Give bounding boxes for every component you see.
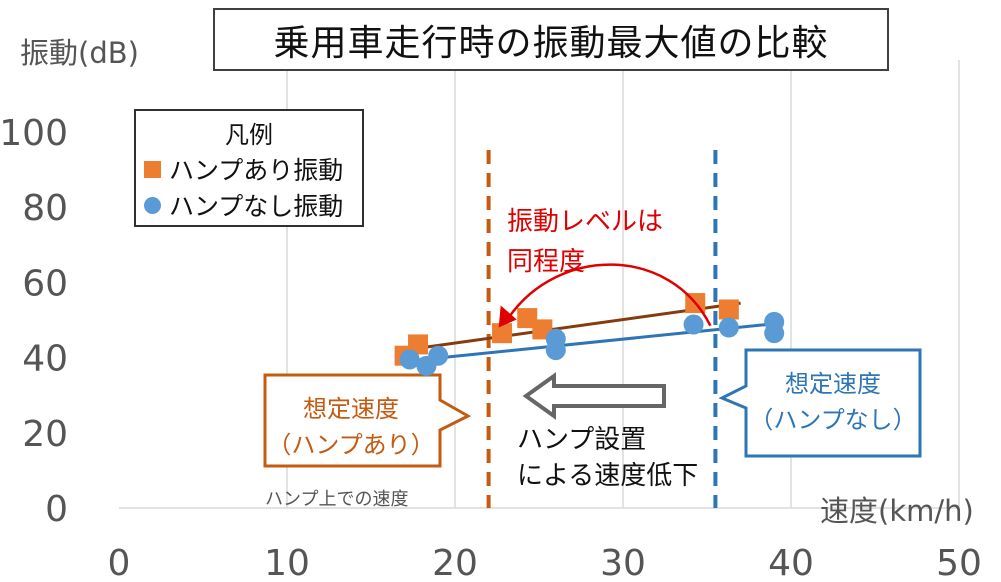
vibration-same-note: 振動レベルは 同程度	[507, 202, 663, 282]
arrow-text-line-1: ハンプ設置	[517, 425, 647, 455]
speed-reduction-arrow	[522, 372, 666, 420]
point-hump-2	[492, 323, 513, 344]
callout-shapes	[263, 348, 922, 468]
point-nohump-6	[718, 317, 739, 338]
callout-hump-line-1: 想定速度	[303, 395, 399, 423]
callout-nohump-text: 想定速度 （ハンプなし）	[748, 366, 918, 438]
legend-title: 凡例	[225, 121, 273, 149]
point-hump-1	[408, 334, 429, 355]
callout-nohump-shape	[718, 348, 922, 458]
x-tick-label-10: 10	[264, 543, 310, 582]
callout-hump-shape	[263, 373, 472, 468]
point-nohump-8	[764, 323, 785, 344]
callout-hump-text: 想定速度 （ハンプあり）	[267, 391, 435, 463]
point-nohump-5	[683, 314, 704, 335]
y-axis-label: 振動(dB)	[20, 36, 139, 70]
grid-lines	[119, 60, 960, 509]
x-tick-label-20: 20	[432, 543, 478, 582]
legend-label-nohump: ハンプなし振動	[169, 192, 344, 221]
callout-nohump-line-2: （ハンプなし）	[749, 406, 917, 434]
x-tick-label-30: 30	[600, 543, 646, 582]
y-tick-label-80: 80	[22, 188, 68, 229]
point-nohump-0	[399, 349, 420, 370]
circle-marker-icon	[144, 196, 161, 214]
trendline-0	[404, 301, 741, 352]
legend-label-hump: ハンプあり振動	[169, 156, 344, 185]
x-tick-label-0: 0	[108, 543, 131, 582]
axis-ticks: 0 20 40 60 80 100 0 10 20 30 40 50	[0, 113, 982, 582]
red-note-line-2: 同程度	[507, 247, 586, 277]
callout-hump-line-2: （ハンプあり）	[267, 431, 435, 459]
y-tick-label-60: 60	[22, 263, 68, 304]
point-nohump-2	[428, 345, 449, 366]
hump-speed-label: ハンプ上での速度	[265, 489, 409, 510]
red-note-line-1: 振動レベルは	[507, 207, 664, 237]
trendlines	[404, 301, 775, 363]
trendline-1	[404, 322, 775, 363]
speed-reference-lines	[486, 150, 718, 508]
data-points	[394, 293, 785, 376]
legend: 凡例 ハンプあり振動 ハンプなし振動	[134, 109, 364, 227]
x-tick-label-50: 50	[936, 543, 982, 582]
x-axis-label: 速度(km/h)	[820, 494, 974, 528]
y-tick-label-20: 20	[22, 414, 68, 455]
x-tick-label-40: 40	[768, 543, 814, 582]
point-hump-6	[718, 299, 739, 320]
red-curve	[507, 263, 712, 327]
chart-title: 乗用車走行時の振動最大値の比較	[213, 8, 889, 71]
red-arrowhead	[498, 305, 517, 328]
callout-nohump-line-1: 想定速度	[785, 370, 881, 398]
y-tick-label-40: 40	[22, 339, 68, 380]
y-tick-label-0: 0	[45, 489, 68, 530]
point-hump-3	[517, 308, 538, 329]
comparison-arrow	[498, 263, 712, 328]
square-marker-icon	[144, 160, 161, 178]
gray-arrow-shape	[522, 372, 666, 420]
legend-item-nohump: ハンプなし振動	[144, 187, 343, 223]
arrow-text-line-2: による速度低下	[517, 461, 699, 491]
legend-item-hump: ハンプあり振動	[144, 151, 343, 187]
y-tick-label-100: 100	[0, 113, 68, 154]
speed-reduction-note: ハンプ設置 による速度低下	[517, 422, 698, 494]
point-nohump-4	[545, 340, 566, 361]
